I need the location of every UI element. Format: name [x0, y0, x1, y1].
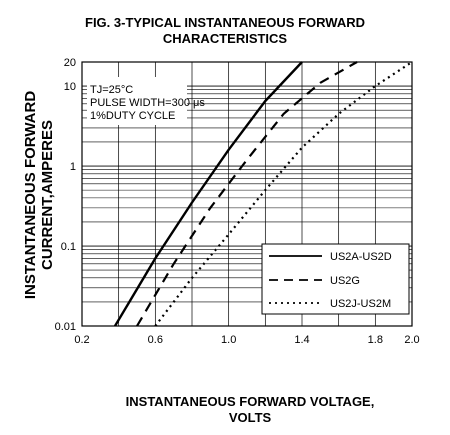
legend-label-us2g: US2G: [330, 275, 360, 287]
x-tick-label: 1.8: [368, 334, 383, 346]
y-axis-label-line1: INSTANTANEOUS FORWARD: [22, 91, 39, 299]
annotation-duty-cycle: 1%DUTY CYCLE: [90, 110, 175, 122]
x-tick-label: 0.6: [148, 334, 163, 346]
y-axis-label-line2: CURRENT,AMPERES: [39, 120, 56, 270]
plot-frame: [81, 61, 413, 327]
x-tick-labels: 0.2 0.6 1.0 1.4 1.8 2.0: [74, 334, 419, 346]
legend-label-us2j-us2m: US2J-US2M: [330, 298, 391, 310]
legend: US2A-US2D US2G US2J-US2M: [261, 243, 410, 315]
y-tick-label: 0.1: [61, 241, 76, 253]
x-tick-label: 1.4: [294, 334, 309, 346]
x-tick-label: 0.2: [74, 334, 89, 346]
series-line-us2g: [136, 61, 358, 327]
x-axis-label-line1: INSTANTANEOUS FORWARD VOLTAGE,: [126, 394, 375, 409]
y-tick-label: 20: [64, 57, 76, 69]
series-line-us2j-us2m: [154, 61, 413, 327]
series-line-us2a-us2d: [113, 61, 303, 327]
x-tick-label: 2.0: [404, 334, 419, 346]
y-tick-label: 10: [64, 81, 76, 93]
y-tick-labels: 20 10 1 0.1 0.01: [55, 57, 76, 333]
annotation-box: TJ=25°C PULSE WIDTH=300 μs 1%DUTY CYCLE: [87, 77, 205, 125]
series-curves: [113, 61, 413, 327]
x-axis-label-line2: VOLTS: [229, 410, 272, 425]
x-tick-label: 1.0: [221, 334, 236, 346]
y-tick-label: 1: [70, 161, 76, 173]
chart-title-line2: CHARACTERISTICS: [163, 31, 288, 46]
annotation-pulse-width: PULSE WIDTH=300 μs: [90, 97, 205, 109]
y-tick-label: 0.01: [55, 321, 76, 333]
annotation-temperature: TJ=25°C: [90, 84, 133, 96]
chart-title-line1: FIG. 3-TYPICAL INSTANTANEOUS FORWARD: [85, 15, 365, 30]
legend-label-us2a-us2d: US2A-US2D: [330, 251, 392, 263]
